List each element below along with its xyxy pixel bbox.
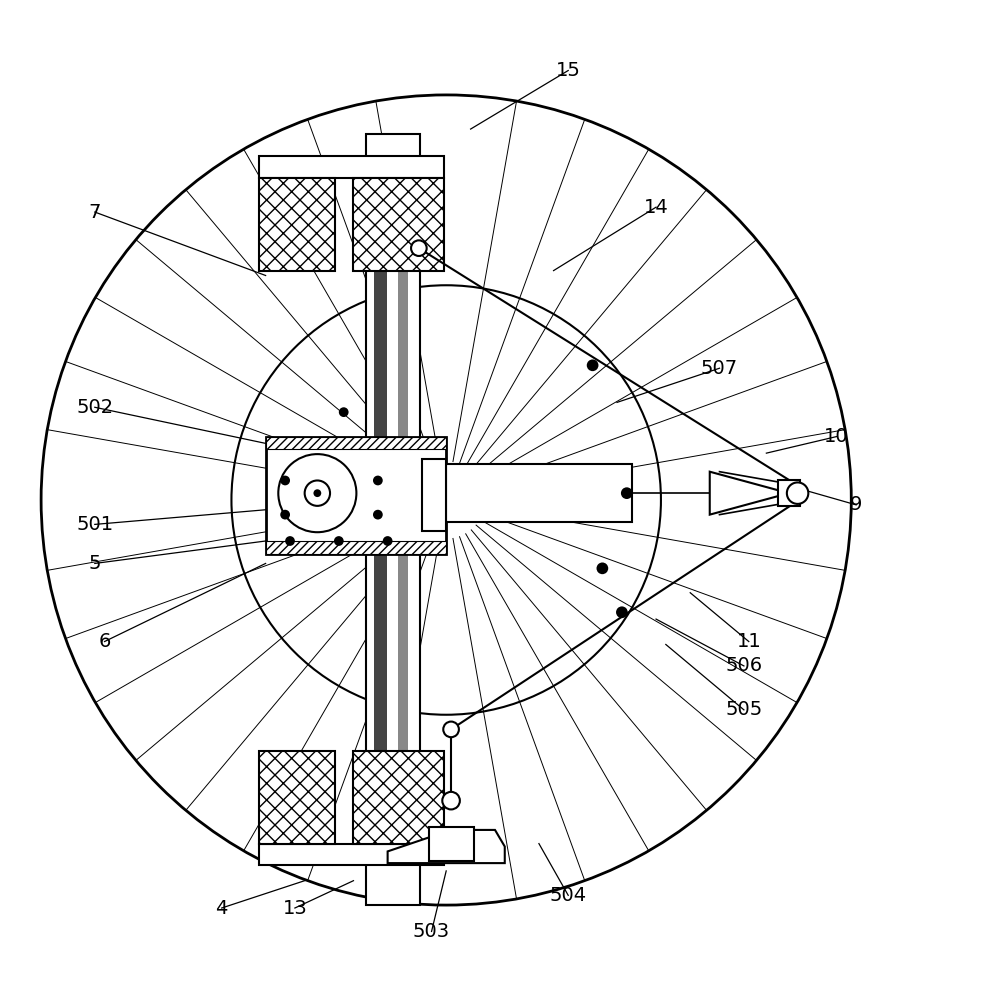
Bar [265,437,446,554]
Circle shape [280,510,290,520]
Circle shape [587,359,599,371]
Circle shape [280,476,290,485]
Bar [353,178,445,271]
Circle shape [373,510,383,520]
Text: 501: 501 [76,515,114,534]
Text: 506: 506 [726,656,762,675]
Bar [258,178,335,271]
Circle shape [383,536,392,546]
Circle shape [373,476,383,485]
Bar [429,827,473,861]
Text: 5: 5 [88,554,101,573]
Circle shape [597,562,608,574]
Bar [353,751,445,844]
Bar [366,134,420,905]
Bar [265,437,446,449]
Circle shape [787,482,808,504]
Bar [258,156,445,178]
Text: 9: 9 [850,495,862,514]
Polygon shape [710,472,778,515]
Text: 6: 6 [98,632,111,651]
Circle shape [305,480,330,506]
Circle shape [232,285,661,715]
Circle shape [278,454,356,532]
Bar [374,236,387,847]
Text: 4: 4 [216,899,228,918]
Bar [446,464,632,522]
Circle shape [443,792,460,809]
Bar [258,844,445,865]
Bar [422,459,446,531]
Text: 10: 10 [825,427,849,446]
Bar [398,236,408,847]
Bar [265,541,446,554]
Circle shape [334,536,344,546]
Text: 13: 13 [282,899,307,918]
Text: 503: 503 [413,922,450,941]
Text: 505: 505 [726,700,762,719]
Circle shape [285,536,295,546]
Text: 14: 14 [644,198,668,217]
Text: 7: 7 [89,203,101,222]
Circle shape [42,95,851,905]
Circle shape [339,407,348,417]
Bar [258,751,335,844]
Polygon shape [388,830,505,863]
Text: 504: 504 [549,886,587,905]
Circle shape [411,240,427,256]
Bar [778,480,800,506]
Text: 11: 11 [737,632,761,651]
Circle shape [621,487,633,499]
Text: 502: 502 [76,398,114,417]
Text: 507: 507 [701,359,739,378]
Circle shape [616,606,628,618]
Circle shape [444,722,459,737]
Text: 15: 15 [555,61,581,80]
Circle shape [314,489,321,497]
